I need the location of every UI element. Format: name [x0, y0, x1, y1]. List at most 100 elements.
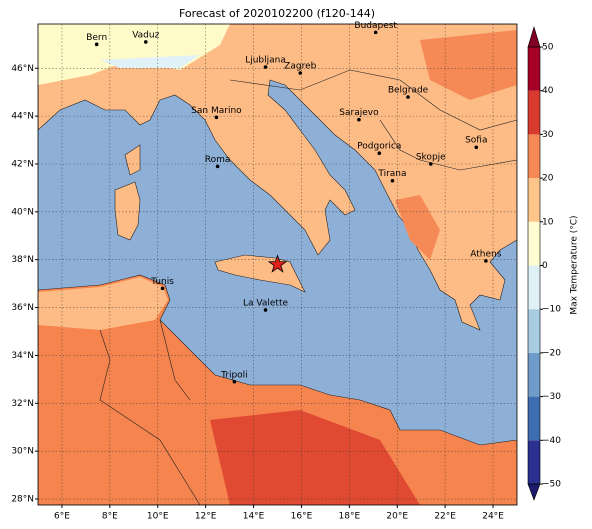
x-tick-label: 6°E — [54, 512, 70, 522]
city-label: Tripoli — [220, 370, 248, 380]
colorbar-tick-label: 40 — [542, 86, 554, 96]
city-dot — [298, 71, 303, 75]
x-tick-label: 8°E — [102, 512, 118, 522]
map-frame — [37, 23, 518, 506]
city-label: Sofia — [465, 136, 487, 146]
city-label: La Valette — [243, 298, 288, 308]
colorbar-bin — [528, 309, 540, 353]
cold-patch — [100, 55, 200, 68]
city-dot — [377, 151, 382, 156]
colorbar-bin — [528, 90, 540, 135]
city-label: Vaduz — [132, 30, 159, 40]
colorbar-bin — [528, 440, 540, 484]
city-dot — [357, 117, 361, 122]
x-tick-label: 16°E — [291, 512, 313, 522]
ticks: 6°E 8°E 10°E 12°E 14°E 16°E 18°E 20°E 22°E 24°E 28… — [11, 64, 504, 522]
x-tick-label: 24°E — [482, 512, 504, 522]
city-dot — [215, 164, 220, 169]
colorbar-over — [527, 25, 541, 48]
colorbar-tick-label: 0 — [542, 261, 548, 271]
warm-patch — [395, 195, 440, 260]
country-border — [379, 119, 517, 171]
y-tick-label: 42°N — [11, 159, 34, 169]
corsica — [124, 144, 141, 176]
grid — [38, 24, 517, 505]
y-tick-label: 28°N — [11, 495, 34, 505]
x-tick-label: 10°E — [147, 512, 169, 522]
site-marker — [267, 254, 288, 273]
colorbar-tick-label: −50 — [542, 480, 561, 490]
y-tick-label: 44°N — [11, 112, 34, 122]
city-label: Roma — [205, 155, 231, 165]
city-dot — [373, 30, 378, 35]
colorbar-bin — [528, 134, 540, 179]
warm-patch — [38, 277, 168, 330]
warm-patch — [420, 30, 517, 100]
city-label: Zagreb — [284, 62, 316, 72]
colorbar-bin — [528, 396, 540, 441]
city-label: Sarajevo — [339, 108, 379, 118]
colorbar-tick-label: −20 — [542, 348, 561, 358]
city-dot — [406, 95, 410, 99]
x-tick-label: 22°E — [434, 512, 456, 522]
x-tick-label: 20°E — [386, 512, 408, 522]
colorbar-tick-label: 10 — [542, 217, 554, 227]
city-label: Budapest — [354, 21, 397, 31]
city-dot — [390, 178, 395, 183]
city-label: Athens — [470, 249, 501, 259]
colorbar-bin — [528, 221, 540, 266]
title: Forecast of 2020102200 (f120-144) — [179, 7, 375, 20]
country-border — [99, 329, 201, 505]
colorbar-tick-label: −30 — [542, 392, 561, 402]
x-tick-label: 12°E — [195, 512, 217, 522]
city-label: Ljubljana — [245, 56, 286, 66]
colorbar-tick-label: −10 — [542, 305, 561, 315]
city-dot — [94, 42, 99, 47]
colorbar-tick-label: 30 — [542, 130, 554, 140]
colorbar-label: Max Temperature (°C) — [570, 215, 580, 314]
city-dot — [263, 65, 268, 69]
country-border — [159, 319, 191, 401]
city-label: Tunis — [150, 277, 174, 287]
y-tick-label: 36°N — [11, 303, 34, 313]
city-label: Tirana — [377, 169, 406, 179]
city-label: San Marino — [191, 106, 242, 116]
cool-patch — [38, 24, 230, 85]
colorbar-tick-label: −40 — [542, 436, 561, 446]
colorbar: −50 −40 −30 −20 −10 0 10 20 30 40 50 — [527, 25, 561, 501]
y-tick-label: 34°N — [11, 351, 34, 361]
colorbar-bin — [528, 178, 540, 222]
y-tick-label: 38°N — [11, 255, 34, 265]
colorbar-bin — [528, 352, 540, 397]
city-dot — [428, 162, 433, 166]
city-dot — [263, 308, 268, 312]
europe-land — [38, 24, 517, 331]
colorbar-tick-label: 20 — [542, 174, 554, 184]
map-fill — [38, 24, 517, 505]
colorbar-bin — [528, 265, 540, 310]
city-dot — [232, 379, 237, 384]
city-dot — [143, 40, 148, 44]
city-dot — [484, 259, 488, 263]
x-tick-label: 14°E — [243, 512, 265, 522]
y-tick-label: 40°N — [11, 207, 34, 217]
city-dot — [474, 145, 479, 150]
y-tick-label: 30°N — [11, 447, 34, 457]
x-tick-label: 18°E — [339, 512, 361, 522]
city-dot — [160, 286, 165, 291]
sardinia — [114, 181, 141, 241]
city-label: Skopje — [416, 152, 446, 162]
y-tick-label: 32°N — [11, 399, 34, 409]
city-label: Bern — [86, 33, 107, 43]
country-border — [229, 69, 517, 131]
y-tick-label: 46°N — [11, 64, 34, 74]
hot-patch — [210, 410, 420, 505]
colorbar-under — [527, 483, 541, 501]
city-label: Podgorica — [357, 142, 401, 152]
city-dot — [214, 115, 219, 120]
colorbar-tick-label: 50 — [542, 43, 554, 53]
city-label: Belgrade — [388, 85, 429, 95]
colorbar-bin — [528, 47, 540, 91]
